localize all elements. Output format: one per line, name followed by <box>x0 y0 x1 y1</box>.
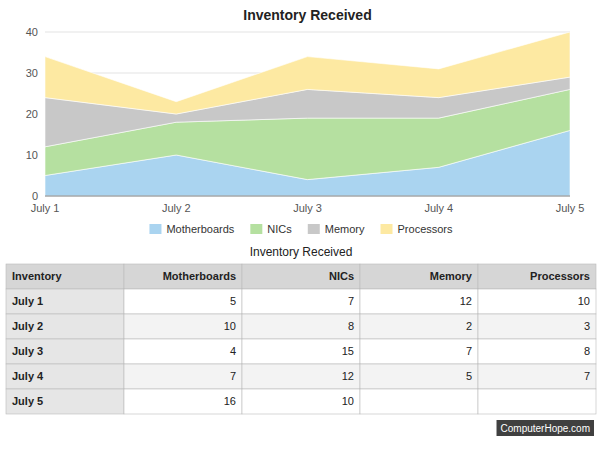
legend-swatch <box>250 224 262 234</box>
table-cell <box>242 389 360 414</box>
table-value: 16 <box>224 395 236 407</box>
table-value: 5 <box>230 295 236 307</box>
table-cell <box>124 314 242 339</box>
table-header-cell <box>478 264 596 289</box>
table-header: Motherboards <box>163 270 236 282</box>
table-cell <box>124 339 242 364</box>
table-header: Processors <box>530 270 590 282</box>
table-value: 8 <box>584 345 590 357</box>
table-value: 15 <box>342 345 354 357</box>
table-row-label: July 2 <box>12 320 43 332</box>
table-value: 7 <box>466 345 472 357</box>
table-header-cell <box>242 264 360 289</box>
y-tick-label: 0 <box>32 190 38 202</box>
table-value: 10 <box>224 320 236 332</box>
chart-title: Inventory Received <box>243 7 371 23</box>
table-value: 3 <box>584 320 590 332</box>
table-cell <box>478 389 596 414</box>
y-tick-label: 40 <box>26 26 38 38</box>
x-tick-label: July 4 <box>424 202 453 214</box>
legend-swatch <box>149 224 161 234</box>
table-cell <box>478 339 596 364</box>
y-tick-label: 20 <box>26 108 38 120</box>
table-header-cell <box>360 264 478 289</box>
table-value: 7 <box>230 370 236 382</box>
table-cell <box>360 389 478 414</box>
table-value: 10 <box>342 395 354 407</box>
legend-item: Processors <box>381 223 454 235</box>
table-cell <box>360 314 478 339</box>
table-cell <box>242 364 360 389</box>
y-grid <box>45 32 570 196</box>
table-cell <box>242 314 360 339</box>
watermark-box <box>497 420 594 436</box>
legend-label: Motherboards <box>166 223 234 235</box>
table-header-cell <box>6 264 124 289</box>
x-tick-label: July 1 <box>31 202 60 214</box>
table-row-header-cell <box>6 289 124 314</box>
table-value: 10 <box>578 295 590 307</box>
table-header: Memory <box>430 270 473 282</box>
table-value: 12 <box>460 295 472 307</box>
table-cell <box>242 289 360 314</box>
table-row-label: July 5 <box>12 395 43 407</box>
watermark-text: ComputerHope.com <box>501 423 590 434</box>
table-row-header-cell <box>6 389 124 414</box>
legend-item: Memory <box>308 223 365 235</box>
table-value: 4 <box>230 345 236 357</box>
legend-label: NICs <box>267 223 292 235</box>
table-title: Inventory Received <box>250 245 353 259</box>
table-row-header-cell <box>6 339 124 364</box>
x-tick-label: July 5 <box>556 202 585 214</box>
x-axis-line <box>45 196 570 197</box>
legend-item: Motherboards <box>149 223 234 235</box>
x-tick-label: July 2 <box>162 202 191 214</box>
table-value: 8 <box>348 320 354 332</box>
legend-label: Memory <box>325 223 365 235</box>
table-cell <box>478 364 596 389</box>
legend-swatch <box>308 224 320 234</box>
table-header: NICs <box>329 270 354 282</box>
legend-item: NICs <box>250 223 292 235</box>
grid-line <box>45 32 570 33</box>
area-series <box>45 32 570 114</box>
legend-label: Processors <box>398 223 454 235</box>
watermark: ComputerHope.com <box>497 420 594 436</box>
table-row-label: July 1 <box>12 295 43 307</box>
table-value: 2 <box>466 320 472 332</box>
table: Inventory Motherboards NICs Memory Processor… <box>6 264 596 414</box>
y-tick-label: 10 <box>26 149 38 161</box>
table-value: 7 <box>584 370 590 382</box>
table-cell <box>360 289 478 314</box>
table-cell <box>124 289 242 314</box>
table-header: Inventory <box>12 270 62 282</box>
table-header-cell <box>124 264 242 289</box>
table-cell <box>124 364 242 389</box>
x-tick-label: July 3 <box>293 202 322 214</box>
areas <box>45 32 570 196</box>
table-row-label: July 4 <box>12 370 44 382</box>
table-value: 12 <box>342 370 354 382</box>
table-row-header-cell <box>6 364 124 389</box>
y-tick-label: 30 <box>26 67 38 79</box>
legend-swatch <box>381 224 393 234</box>
table-cell <box>124 389 242 414</box>
table-value: 7 <box>348 295 354 307</box>
legend: Motherboards NICs Memory Processors <box>149 223 453 235</box>
chart-root: Inventory Received 0 10 20 30 40 July 1 July 2 J… <box>0 0 602 455</box>
table-value: 5 <box>466 370 472 382</box>
grid-line <box>45 196 570 197</box>
table-cell <box>478 289 596 314</box>
table-cell <box>478 314 596 339</box>
table-cell <box>360 339 478 364</box>
table-cell <box>360 364 478 389</box>
table-row-label: July 3 <box>12 345 43 357</box>
table-cell <box>242 339 360 364</box>
table-row-header-cell <box>6 314 124 339</box>
